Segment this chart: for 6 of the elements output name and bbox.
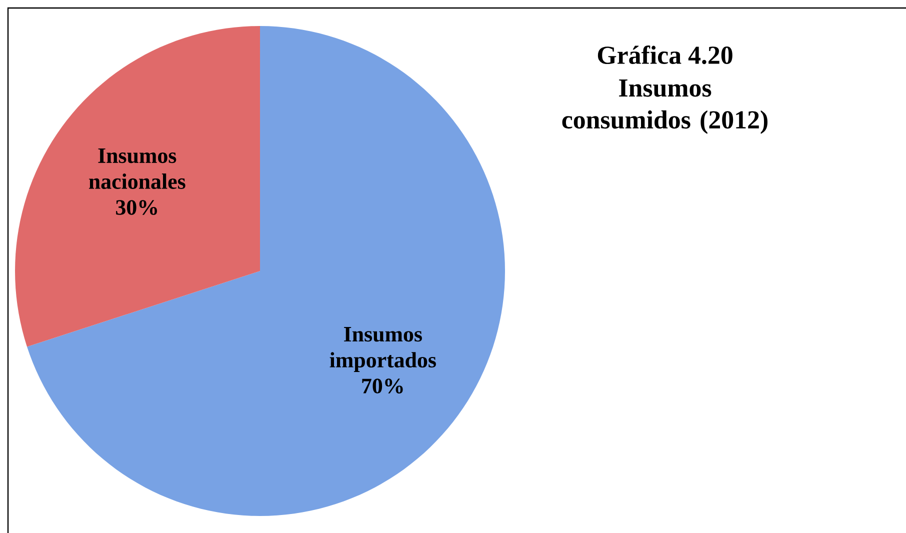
slice-label: Insumos importados xyxy=(330,327,436,372)
data-label: 70% xyxy=(362,378,403,394)
slice-label: Insumos nacionales xyxy=(89,148,186,189)
data-label: 30% xyxy=(116,200,157,215)
text: Insumos consumidos (2012) xyxy=(562,80,768,134)
text: Gráfica 4.20 xyxy=(598,46,732,64)
